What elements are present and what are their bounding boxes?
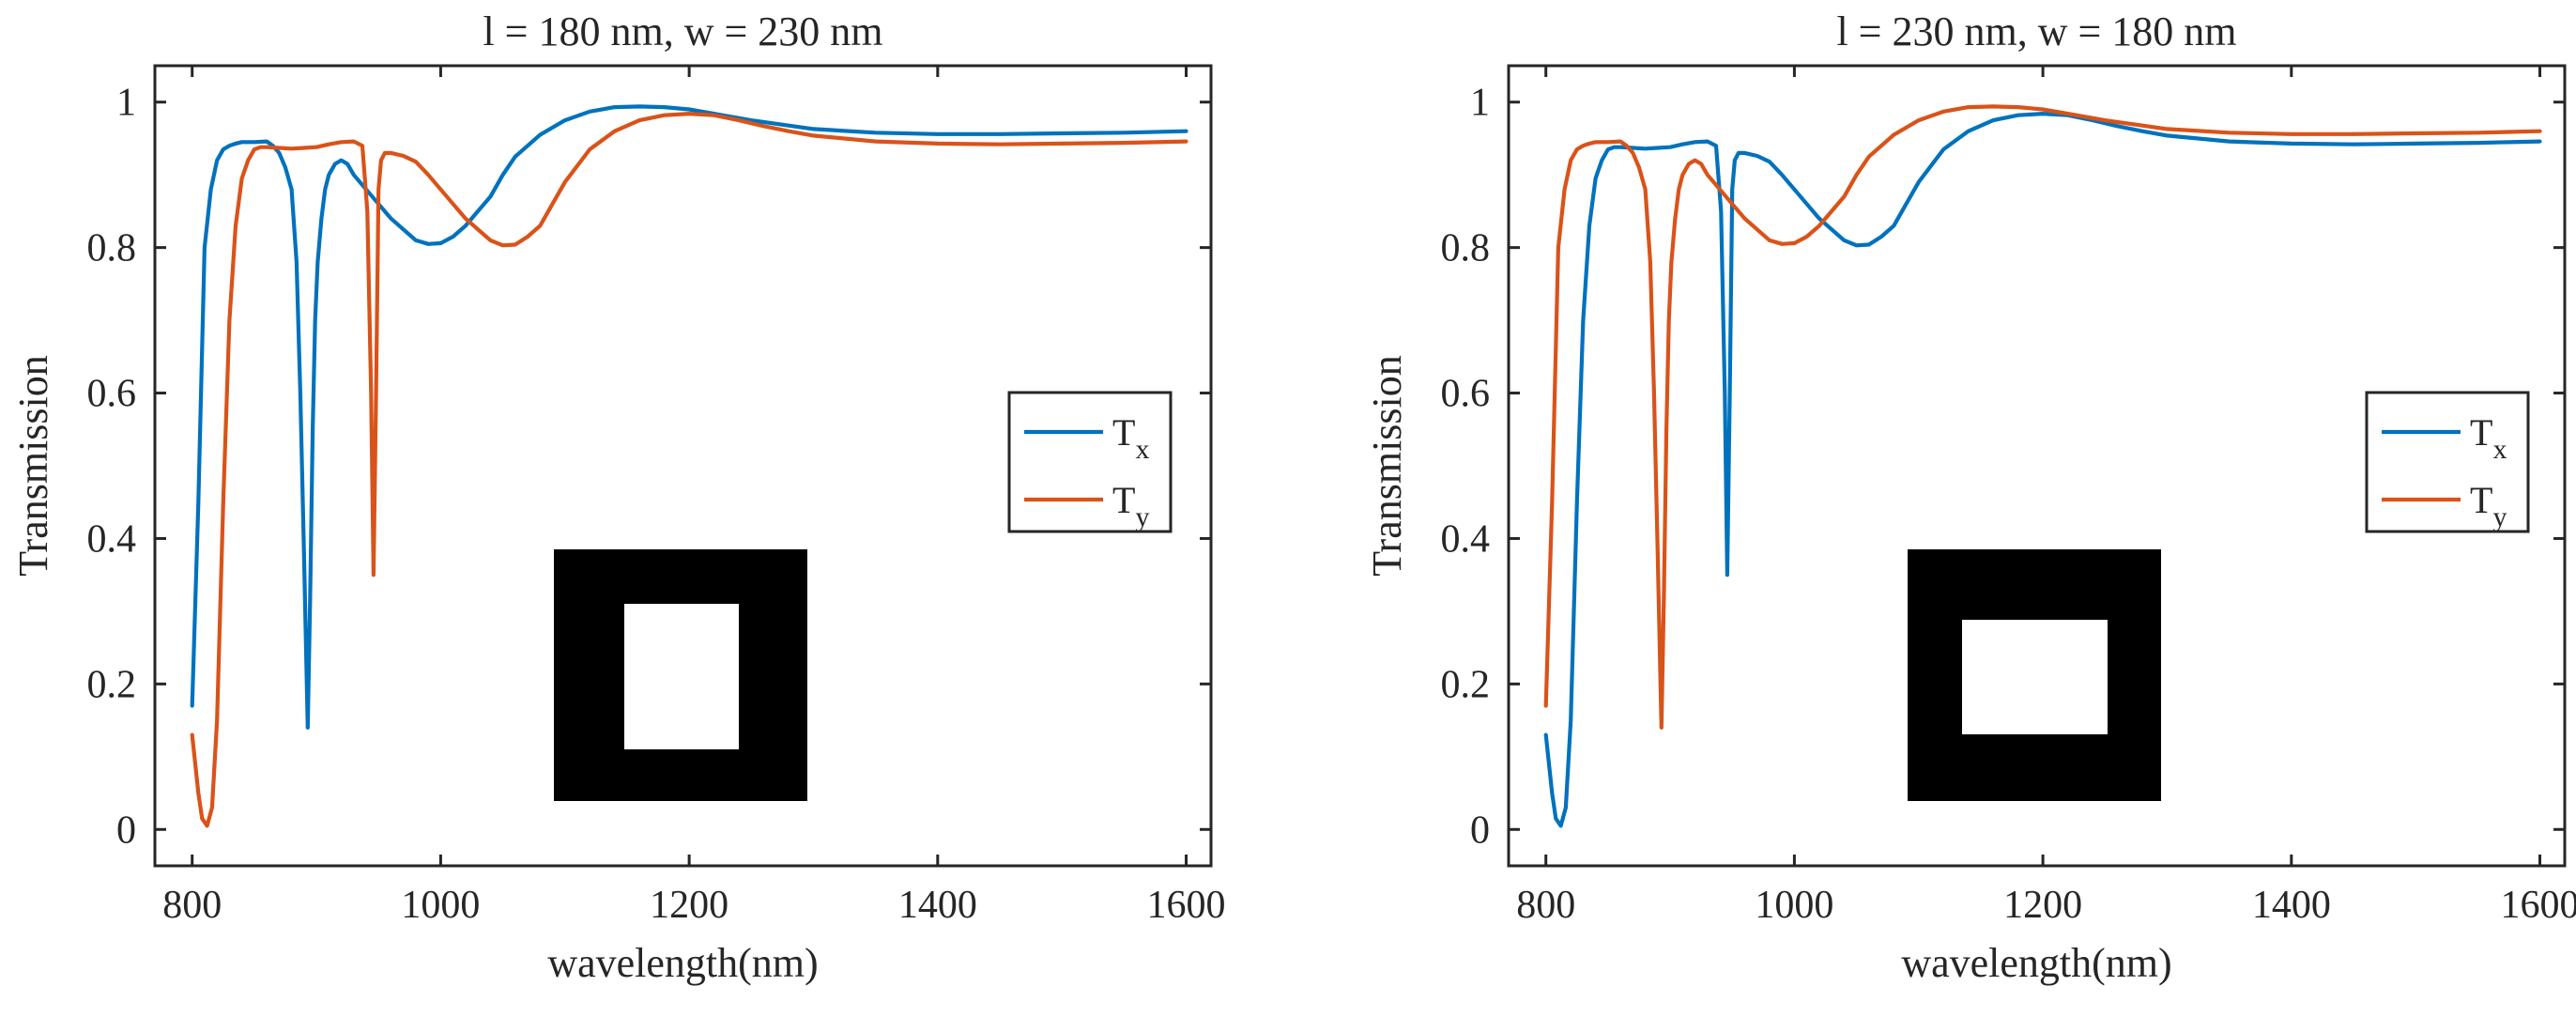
series-line-ty — [1543, 104, 2542, 730]
x-tick-label: 1400 — [898, 884, 977, 927]
legend-label-x: Tx — [1112, 411, 1149, 465]
x-axis-label: wavelength(nm) — [1901, 940, 2171, 986]
y-tick-label: 0.8 — [1441, 227, 1491, 270]
series-line-ty — [190, 112, 1188, 828]
x-tick-label: 800 — [1516, 884, 1575, 927]
legend-label-main: T — [2470, 411, 2492, 454]
legend-label-subscript: y — [2492, 501, 2507, 532]
axes-box — [1507, 64, 2567, 868]
x-tick-label: 1000 — [401, 884, 480, 927]
y-tick-label: 1 — [116, 82, 136, 125]
legend-label-subscript: x — [2492, 434, 2507, 465]
inset-hole — [1962, 620, 2108, 734]
x-tick-label: 1600 — [2501, 884, 2576, 927]
axes-box — [153, 64, 1213, 868]
legend-box — [2365, 391, 2530, 533]
x-tick-label: 1200 — [650, 884, 728, 927]
y-tick-label: 0.4 — [1441, 517, 1491, 561]
x-tick-label: 1200 — [2003, 884, 2082, 927]
chart-panel-2: 800 1000 1200 1400 1600 0 0.2 0.4 0.6 0.8 1 l = 230… — [1364, 8, 2576, 986]
y-tick-label: 0.2 — [1441, 663, 1491, 706]
legend-label-main: T — [1112, 411, 1135, 454]
y-tick-label: 0 — [1470, 809, 1490, 852]
legend-box — [1007, 391, 1173, 533]
legend-label-main: T — [2470, 479, 2492, 521]
legend-label-y: Ty — [1112, 479, 1149, 532]
legend-label-subscript: y — [1135, 501, 1149, 532]
series-line-tx — [190, 104, 1188, 730]
legend-label-x: Tx — [2470, 411, 2507, 465]
y-tick-label: 0.8 — [87, 227, 137, 270]
legend-label-subscript: x — [1135, 434, 1149, 465]
y-axis-label: Transmission — [10, 355, 56, 577]
y-tick-label: 0.6 — [87, 373, 137, 416]
x-tick-label: 1000 — [1755, 884, 1833, 927]
x-tick-label: 1400 — [2252, 884, 2331, 927]
x-tick-label: 1600 — [1147, 884, 1226, 927]
y-tick-label: 0.2 — [87, 663, 137, 706]
y-tick-label: 0.6 — [1441, 373, 1491, 416]
chart-panel-1: 800 1000 1200 1400 1600 0 0.2 0.4 0.6 0.8 1 l = 180… — [10, 8, 1226, 986]
chart-title: l = 230 nm, w = 180 nm — [1836, 8, 2236, 54]
chart-title: l = 180 nm, w = 230 nm — [483, 8, 882, 54]
legend-label-main: T — [1112, 479, 1135, 521]
y-tick-label: 0.4 — [87, 517, 137, 561]
legend-label-y: Ty — [2470, 479, 2507, 532]
y-axis-label: Transmission — [1364, 355, 1410, 577]
x-axis-label: wavelength(nm) — [547, 940, 818, 986]
y-tick-label: 1 — [1470, 82, 1490, 125]
x-tick-label: 800 — [162, 884, 222, 927]
y-tick-label: 0 — [116, 809, 136, 852]
inset-hole — [624, 604, 739, 749]
